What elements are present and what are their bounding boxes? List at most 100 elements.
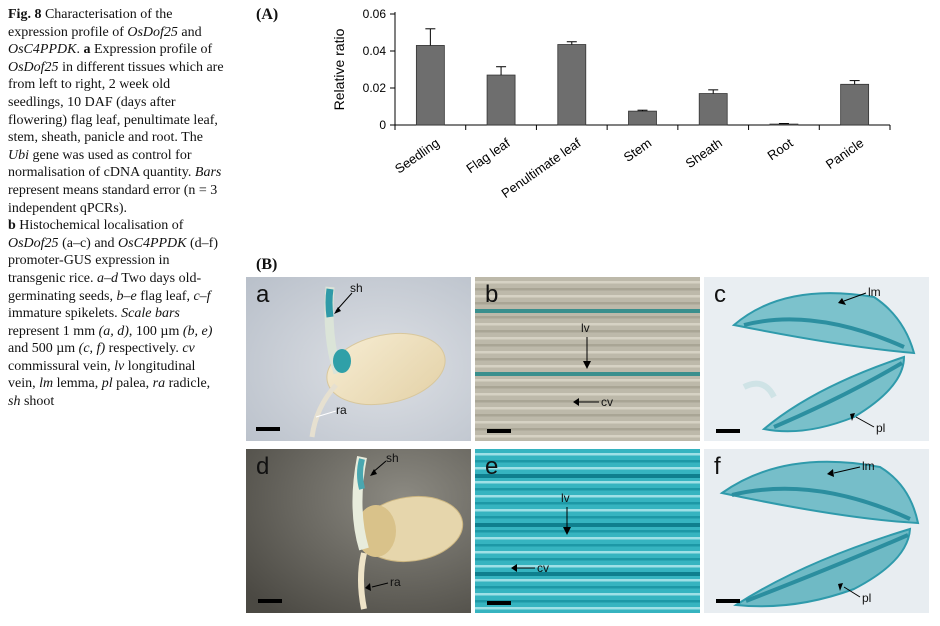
spikelet-image [704,277,929,441]
caption-text: commissural vein, [8,358,111,374]
caption-text: (a–c) [62,235,91,251]
abbr-term: sh [8,394,21,410]
caption-text: and [181,24,202,40]
vein-stripe [475,607,700,610]
scale-bar [716,429,740,433]
vein-stripe [475,400,700,403]
scale-bar [487,429,511,433]
vein-stripe [475,414,700,417]
abbr-term: pl [101,376,113,392]
caption-text: shoot [23,394,55,410]
gene-name: Ubi [8,147,29,163]
abbr-term: lv [114,358,125,374]
vein-stripe [475,502,700,505]
caption-term: Bars [194,165,222,181]
caption-text: . [76,42,80,58]
seed-image [246,277,471,441]
caption-text: and 500 µm [8,341,76,357]
chart-plot-area: 0 0.02 0.04 0.06 Relative ratio Seedling Flag … [331,7,891,201]
caption-text: Histochemical localisation of [19,218,184,234]
vein-stripe [475,544,700,547]
micrograph-letter: c [714,281,726,308]
vein-stripe [475,558,700,561]
annotation-label: sh [386,451,399,465]
bar [415,45,445,126]
bar [557,44,587,126]
vein-stripe [475,295,700,298]
micrograph-letter: f [714,453,721,480]
vein-stripe [475,551,700,554]
annotation-arrows [827,466,861,598]
abbr-term: ra [152,376,166,392]
micrograph-b: b lv cv [475,277,700,441]
scale-bar [487,601,511,605]
caption-text: represent means standard error (n = 3 in… [8,182,218,216]
scale-bar [256,427,280,431]
caption-text: in different tissues which are from left… [8,59,224,146]
scale-bar [716,599,740,603]
vein-stripe [475,379,700,382]
vein-stripe [475,302,700,305]
spikelet-image [704,449,929,613]
gene-name: OsDof25 [8,59,59,75]
annotation-label: cv [537,561,549,575]
caption-text: Two days old-germinating seeds, [8,270,202,304]
vein-stripe [475,593,700,596]
x-tick-label: Seedling [392,135,442,176]
caption-term: (a, d) [98,323,129,339]
micrograph-d: d sh ra [246,449,471,613]
caption-text: (d–f) [190,235,218,251]
caption-title: Characterisation of the expression profi… [8,7,173,40]
caption-text: lemma, [56,376,99,392]
vein-stripe [475,537,700,540]
x-tick-label: Stem [621,135,654,165]
vein-stripe [475,421,700,424]
vein-stripe [475,372,700,376]
leaf-image [475,449,700,613]
micrograph-f: f lm pl [704,449,929,613]
abbr-term: cv [182,341,195,357]
y-tick-label: 0.06 [363,7,387,21]
vein-stripe [475,488,700,491]
caption-text: flag leaf, [140,288,190,304]
vein-stripe [475,386,700,389]
gene-name: OsC4PPDK [118,235,187,251]
annotation-arrows [315,292,353,418]
caption-text: promoter-GUS expression in transgenic ri… [8,253,170,286]
annotation-arrows [365,460,389,591]
panel-label-a: (A) [256,6,279,23]
scale-bar [258,599,282,603]
caption-text: immature spikelets. [8,306,118,322]
fig-label: Fig. 8 [8,7,42,22]
vein-stripe [475,323,700,326]
abbr-term: lm [39,376,54,392]
y-tick-label: 0.02 [363,81,387,95]
bar [698,93,728,126]
caption-text: gene was used as control for normalisati… [8,147,192,181]
vein-stripe [475,586,700,589]
caption-text: respectively. [108,341,179,357]
subpanel-label: a [83,42,91,58]
vein-stripe [475,281,700,284]
vein-stripe [475,495,700,498]
x-tick-label: Sheath [683,135,725,171]
vein-stripe [475,316,700,319]
bar [840,83,870,126]
caption-term: Scale bars [121,306,180,322]
vein-stripe [475,407,700,410]
bar-chart: 0 0.02 0.04 0.06 Relative ratio Seedling Flag … [331,7,891,201]
caption-text: and [94,235,115,251]
seed-image [246,449,471,613]
caption-text: Expression profile of [93,42,213,58]
x-tick-label: Penultimate leaf [499,135,584,201]
caption-term: b–e [116,288,137,304]
annotation-label: pl [876,421,886,435]
annotation-label: lv [561,491,570,505]
micrograph-a: a sh ra [246,277,471,441]
y-axis-label: Relative ratio [331,28,347,110]
vein-stripe [475,309,700,313]
annotation-label: ra [336,403,347,417]
vein-stripe [475,453,700,456]
annotation-label: pl [862,591,872,605]
gene-name: OsDof25 [127,24,178,40]
